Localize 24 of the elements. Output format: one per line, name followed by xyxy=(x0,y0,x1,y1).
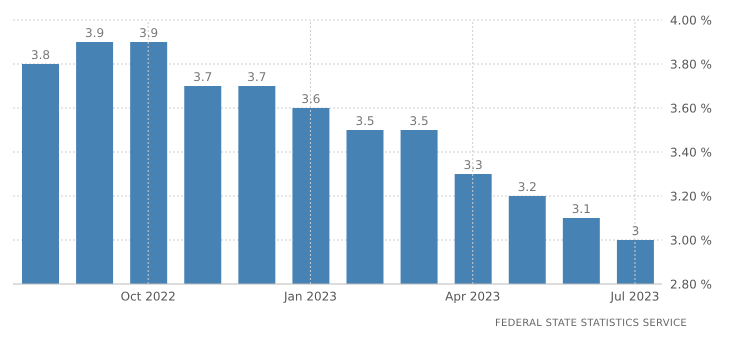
data-label: 3.5 xyxy=(410,114,429,128)
y-tick-label: 4.00 % xyxy=(670,13,712,28)
x-tick-label: Apr 2023 xyxy=(445,290,500,304)
y-tick-label: 2.80 % xyxy=(670,277,712,292)
y-tick-label: 3.60 % xyxy=(670,101,712,116)
data-label: 3.7 xyxy=(247,70,266,84)
data-label: 3.1 xyxy=(572,202,591,216)
x-tick-label: Oct 2022 xyxy=(120,290,176,304)
data-label: 3.2 xyxy=(518,180,537,194)
y-tick-label: 3.20 % xyxy=(670,189,712,204)
y-tick-label: 3.40 % xyxy=(670,145,712,160)
data-label: 3.9 xyxy=(85,26,104,40)
data-label: 3.7 xyxy=(193,70,212,84)
x-tick-label: Jul 2023 xyxy=(610,290,660,304)
x-tick-label: Jan 2023 xyxy=(283,290,337,304)
data-label: 3.5 xyxy=(355,114,375,128)
data-label: 3.8 xyxy=(30,48,50,62)
y-tick-label: 3.00 % xyxy=(670,233,712,248)
data-label: 3.6 xyxy=(301,92,320,106)
data-label: 3.3 xyxy=(464,158,483,172)
data-label: 3.9 xyxy=(139,26,158,40)
data-label: 3 xyxy=(632,224,640,238)
y-tick-label: 3.80 % xyxy=(670,57,712,72)
text: FEDERAL STATE STATISTICS SERVICE xyxy=(494,318,687,329)
